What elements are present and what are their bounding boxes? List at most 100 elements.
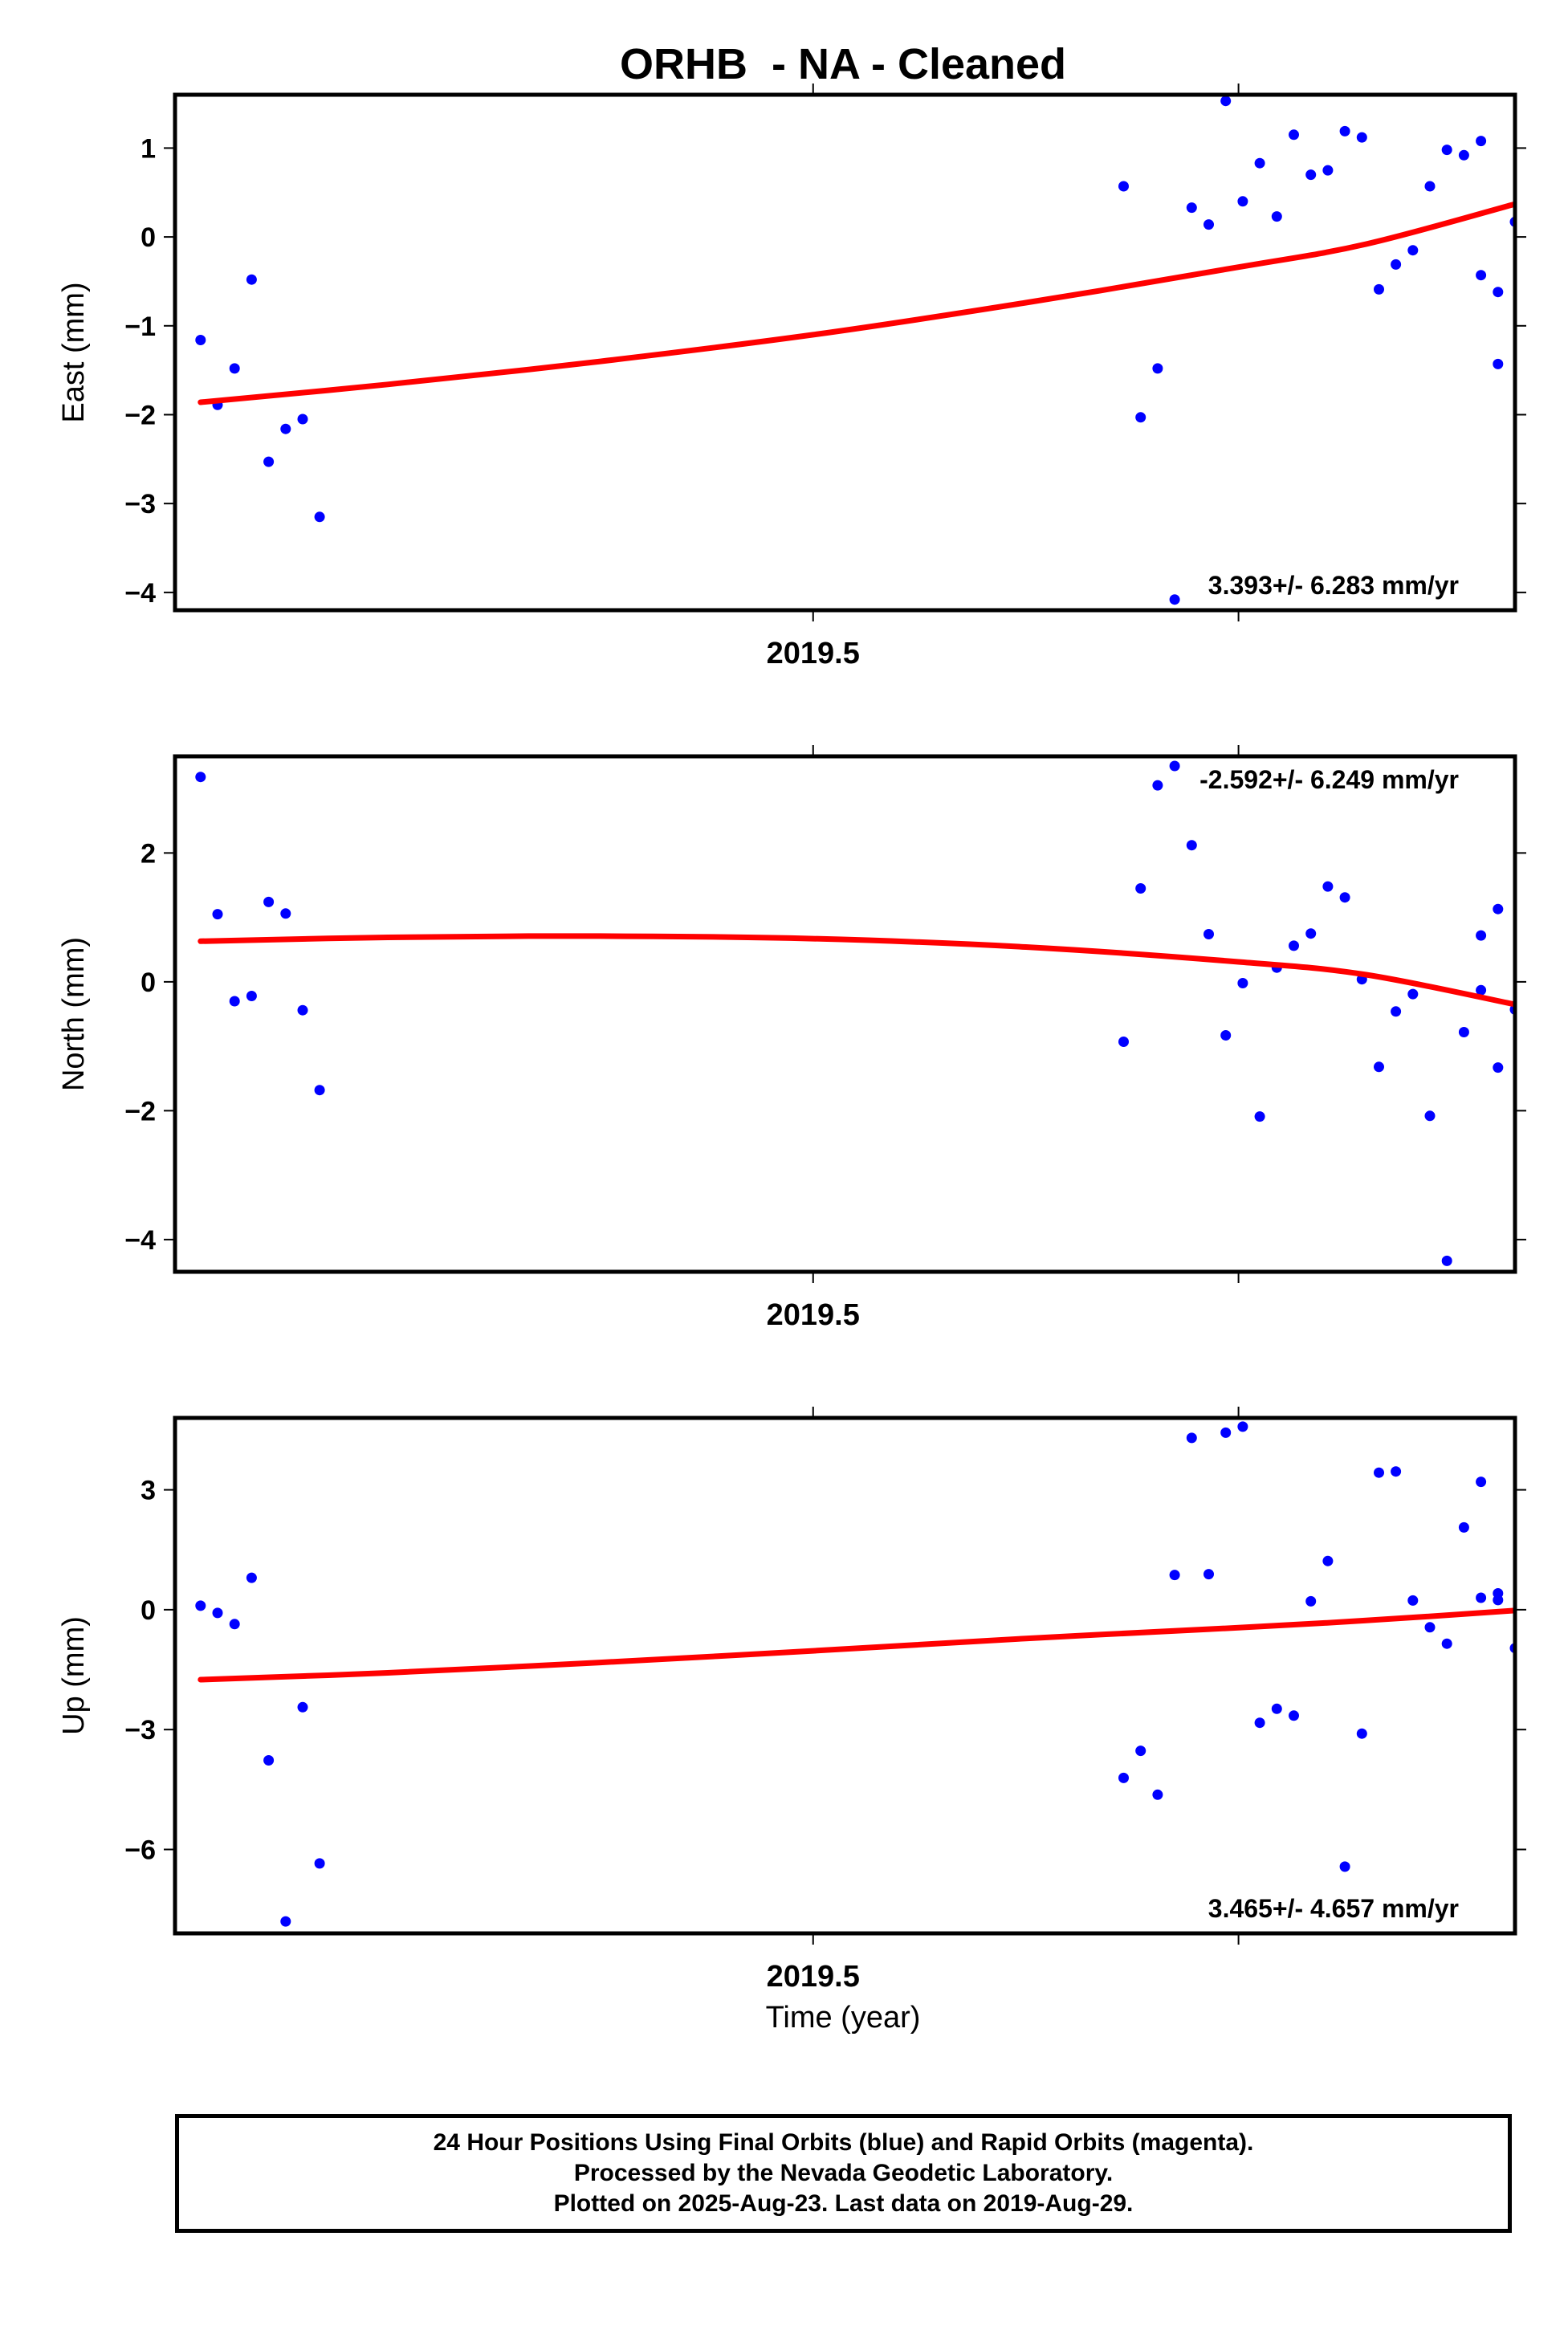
- east-xtick-label: 2019.5: [767, 637, 860, 670]
- east-data-point: [1339, 125, 1350, 136]
- north-data-point: [297, 1004, 308, 1016]
- east-data-point: [314, 511, 325, 523]
- east-data-point: [1493, 358, 1504, 369]
- footer-line-1: 24 Hour Positions Using Final Orbits (bl…: [433, 2129, 1254, 2156]
- up-data-point: [246, 1572, 257, 1583]
- north-ylabel: North (mm): [57, 937, 91, 1091]
- x-axis-label: Time (year): [766, 2001, 921, 2035]
- up-ytick-label: −6: [124, 1835, 156, 1865]
- up-data-point: [1289, 1710, 1299, 1721]
- east-data-point: [1374, 283, 1384, 295]
- east-ylabel: East (mm): [57, 282, 91, 422]
- north-data-point: [1476, 930, 1487, 941]
- east-ytick-label: −1: [124, 312, 156, 342]
- east-data-point: [280, 423, 291, 434]
- up-data-point: [1203, 1569, 1214, 1580]
- up-xtick-label: 2019.5: [767, 1960, 860, 1994]
- east-data-point: [1152, 363, 1163, 374]
- north-data-point: [1254, 1111, 1265, 1122]
- north-data-point: [314, 1085, 325, 1096]
- up-ytick-label: 0: [141, 1595, 156, 1626]
- up-frame: [173, 1416, 1517, 1936]
- north-rate-label: -2.592+/- 6.249 mm/yr: [1199, 765, 1459, 794]
- north-data-point: [212, 909, 223, 920]
- east-ytick-label: −4: [124, 578, 156, 609]
- north-data-point: [1289, 940, 1299, 951]
- north-fit-line: [198, 933, 1515, 1008]
- up-data-point: [229, 1619, 240, 1630]
- east-panel: 1 0 −1 −2 −3 −4 2019.5 East (mm) 3.393+/- 6.283 …: [57, 84, 1526, 670]
- east-data-point: [1289, 129, 1299, 141]
- north-data-point: [1118, 1037, 1129, 1047]
- east-data-point: [1476, 136, 1487, 147]
- east-ytick-label: −2: [124, 400, 156, 430]
- up-data-point: [314, 1858, 325, 1869]
- east-data-point: [1169, 594, 1180, 605]
- up-data-point: [1407, 1595, 1419, 1606]
- up-data-point: [1476, 1477, 1487, 1488]
- north-data-point: [1424, 1110, 1436, 1122]
- east-ytick-label: 0: [141, 222, 156, 253]
- up-ytick-label: −3: [124, 1715, 156, 1745]
- north-xtick-label: 2019.5: [767, 1298, 860, 1332]
- north-data-point: [1305, 928, 1317, 939]
- up-data-point: [1118, 1772, 1129, 1783]
- up-data-point: [1135, 1745, 1146, 1757]
- east-data-point: [1458, 149, 1469, 161]
- up-data-point: [212, 1607, 223, 1619]
- up-data-point: [1441, 1638, 1452, 1649]
- east-data-point: [1118, 181, 1129, 192]
- east-ytick-label: 1: [141, 133, 156, 164]
- east-data-point: [1356, 132, 1367, 143]
- east-data-point: [1237, 196, 1248, 207]
- east-data-points: [195, 96, 1515, 605]
- footer-box: 24 Hour Positions Using Final Orbits (bl…: [175, 2114, 1512, 2233]
- up-data-point: [1374, 1467, 1384, 1478]
- east-fit-line: [198, 201, 1515, 405]
- up-data-point: [280, 1916, 291, 1927]
- east-data-point: [1476, 270, 1487, 281]
- east-data-point: [1391, 259, 1402, 270]
- up-data-point: [195, 1600, 206, 1611]
- north-ytick-label: 0: [141, 967, 156, 998]
- east-data-point: [1254, 157, 1265, 169]
- north-data-point: [1169, 760, 1180, 772]
- up-data-point: [1339, 1861, 1350, 1872]
- up-data-point: [1271, 1703, 1282, 1714]
- east-data-point: [1322, 165, 1334, 176]
- east-data-point: [229, 363, 240, 374]
- north-data-point: [1203, 929, 1214, 939]
- north-data-point: [1458, 1027, 1469, 1037]
- north-data-point: [1493, 903, 1504, 914]
- up-data-point: [1237, 1421, 1248, 1432]
- up-data-point: [1322, 1555, 1334, 1566]
- up-ytick-label: 3: [141, 1476, 156, 1506]
- up-data-point: [1391, 1466, 1402, 1477]
- north-panel: 2 0 −2 −4 2019.5 North (mm) -2.592+/- 6.249 mm…: [57, 745, 1526, 1332]
- east-rate-label: 3.393+/- 6.283 mm/yr: [1208, 571, 1459, 600]
- north-ytick-label: −2: [124, 1096, 156, 1126]
- east-data-point: [1424, 181, 1436, 192]
- up-data-point: [1458, 1521, 1469, 1533]
- north-data-point: [263, 896, 275, 907]
- north-data-point: [1152, 780, 1163, 791]
- up-panel: 3 0 −3 −6 2019.5 Up (mm) 3.465+/- 4.657 mm/yr: [57, 1407, 1526, 1994]
- east-data-point: [1305, 169, 1317, 181]
- east-data-point: [246, 274, 257, 285]
- up-data-points: [195, 1421, 1515, 1927]
- up-ylabel: Up (mm): [57, 1616, 91, 1735]
- up-data-point: [1186, 1432, 1197, 1444]
- figure-title: ORHB - NA - Cleaned: [620, 40, 1066, 88]
- up-data-point: [263, 1755, 275, 1766]
- north-ytick-label: 2: [141, 838, 156, 869]
- north-data-point: [1476, 984, 1487, 996]
- east-data-point: [1203, 219, 1214, 230]
- north-data-point: [1374, 1061, 1384, 1073]
- north-ytick-label: −4: [124, 1225, 156, 1256]
- east-ytick-label: −3: [124, 489, 156, 519]
- east-data-point: [263, 456, 275, 467]
- up-data-point: [297, 1701, 308, 1713]
- east-data-point: [1135, 412, 1146, 423]
- up-rate-label: 3.465+/- 4.657 mm/yr: [1208, 1894, 1459, 1923]
- up-fit-line: [198, 1607, 1515, 1683]
